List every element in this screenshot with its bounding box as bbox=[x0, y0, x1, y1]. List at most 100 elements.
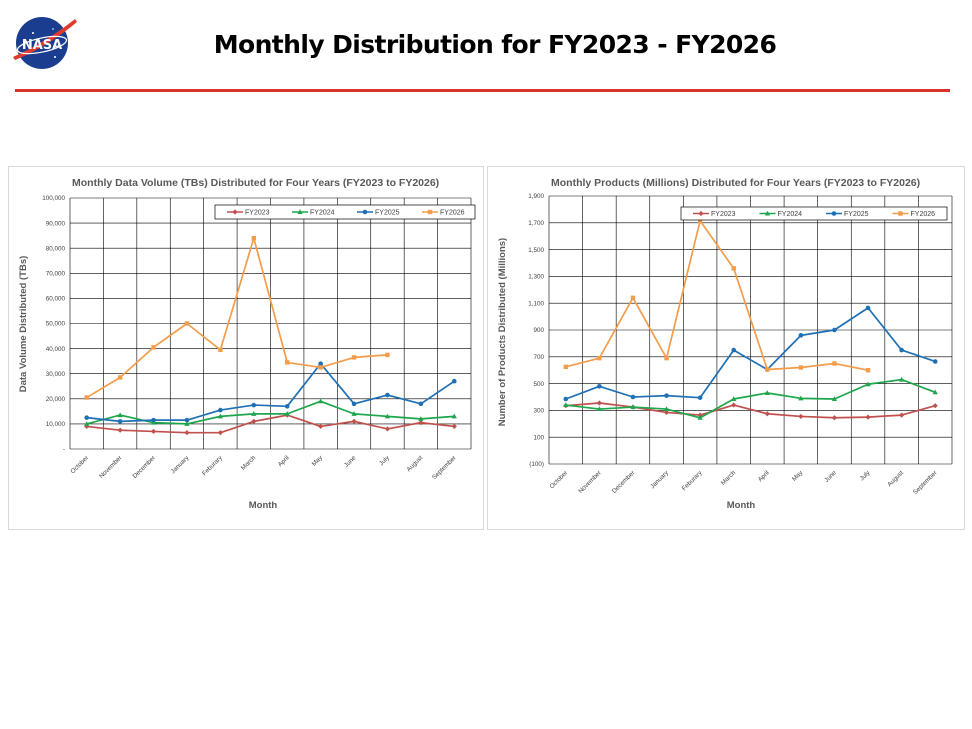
x-tick-label: November bbox=[98, 454, 123, 479]
y-tick-label: 100 bbox=[533, 434, 544, 441]
data-point bbox=[697, 414, 703, 420]
x-axis-label: Month bbox=[249, 500, 278, 511]
data-point bbox=[184, 417, 190, 423]
data-volume-line-chart: Monthly Data Volume (TBs) Distributed fo… bbox=[18, 177, 476, 511]
data-point bbox=[798, 395, 804, 401]
y-tick-label: 80,000 bbox=[46, 245, 66, 252]
legend-marker bbox=[427, 209, 433, 215]
data-point bbox=[384, 426, 391, 432]
data-point bbox=[384, 413, 391, 419]
data-point bbox=[731, 396, 737, 402]
y-tick-label: 700 bbox=[533, 354, 544, 361]
y-tick-label: 1,100 bbox=[528, 300, 544, 307]
series-fy2025 bbox=[563, 305, 938, 402]
data-point bbox=[117, 412, 123, 418]
data-point bbox=[151, 417, 156, 423]
products-line-chart: Monthly Products (Millions) Distributed … bbox=[497, 177, 953, 511]
data-point bbox=[764, 390, 770, 395]
data-point bbox=[697, 395, 703, 400]
data-point bbox=[731, 347, 737, 353]
data-point bbox=[351, 411, 357, 416]
data-point bbox=[318, 423, 324, 430]
legend-label: FY2024 bbox=[778, 211, 803, 218]
data-point bbox=[731, 402, 737, 408]
legend-label: FY2023 bbox=[245, 210, 270, 217]
data-point bbox=[84, 423, 90, 430]
data-point bbox=[563, 402, 569, 408]
data-point bbox=[832, 361, 837, 366]
x-tick-label: July bbox=[859, 469, 872, 482]
data-point bbox=[451, 378, 457, 384]
data-point bbox=[151, 345, 156, 350]
x-tick-label: September bbox=[431, 454, 458, 481]
series-line bbox=[565, 402, 936, 419]
series-fy2024 bbox=[563, 376, 938, 420]
grid bbox=[548, 195, 953, 465]
series-line bbox=[565, 378, 936, 419]
data-point bbox=[284, 404, 290, 409]
data-point bbox=[184, 421, 190, 426]
legend-marker bbox=[831, 211, 837, 216]
chart-title: Monthly Products (Millions) Distributed … bbox=[551, 177, 920, 189]
y-tick-label: 40,000 bbox=[46, 346, 66, 353]
y-tick-label: 90,000 bbox=[46, 220, 66, 227]
x-tick-label: January bbox=[170, 454, 191, 475]
data-point bbox=[865, 414, 871, 420]
data-point bbox=[899, 376, 905, 382]
data-point bbox=[251, 235, 256, 241]
data-point bbox=[284, 411, 290, 416]
y-tick-label: 1,700 bbox=[528, 220, 544, 227]
chart-title: Monthly Data Volume (TBs) Distributed fo… bbox=[72, 177, 439, 189]
y-tick-label: 70,000 bbox=[46, 271, 66, 278]
series-line bbox=[565, 219, 869, 372]
data-point bbox=[798, 413, 804, 420]
data-point bbox=[563, 396, 569, 402]
y-axis-label: Number of Products Distributed (Millions… bbox=[497, 238, 508, 426]
legend-label: FY2024 bbox=[310, 210, 335, 217]
y-tick-label: 20,000 bbox=[46, 396, 66, 403]
data-point bbox=[217, 413, 223, 419]
legend-label: FY2026 bbox=[911, 211, 936, 218]
data-point bbox=[385, 352, 390, 358]
data-point bbox=[217, 430, 223, 436]
data-point bbox=[218, 347, 223, 353]
data-point bbox=[630, 394, 636, 400]
data-point bbox=[385, 392, 390, 398]
series-line bbox=[86, 400, 455, 425]
legend-marker bbox=[232, 209, 238, 215]
data-point bbox=[251, 418, 257, 424]
x-tick-label: October bbox=[69, 454, 90, 475]
series-fy2024 bbox=[84, 398, 457, 426]
data-point bbox=[865, 368, 871, 373]
x-tick-label: April bbox=[277, 454, 291, 468]
x-tick-label: January bbox=[649, 469, 670, 490]
data-point bbox=[865, 381, 871, 387]
data-point bbox=[117, 375, 123, 380]
y-tick-label: 60,000 bbox=[46, 296, 66, 303]
legend-marker bbox=[764, 210, 771, 216]
data-point bbox=[318, 365, 323, 370]
data-volume-chart-panel: Monthly Data Volume (TBs) Distributed fo… bbox=[8, 166, 484, 530]
x-tick-label: April bbox=[757, 469, 771, 483]
data-point bbox=[597, 383, 602, 389]
data-point bbox=[664, 393, 669, 398]
nasa-logo: NASA bbox=[9, 13, 79, 71]
series-line bbox=[86, 237, 388, 399]
legend-label: FY2023 bbox=[711, 211, 736, 218]
data-point bbox=[630, 404, 636, 410]
data-point bbox=[418, 401, 424, 407]
data-point bbox=[251, 411, 257, 416]
y-tick-label: 50,000 bbox=[46, 321, 66, 328]
grid bbox=[69, 197, 472, 450]
data-point bbox=[318, 398, 324, 404]
data-point bbox=[899, 347, 904, 353]
y-tick-label: 1,900 bbox=[528, 193, 544, 200]
x-tick-label: March bbox=[720, 469, 738, 487]
x-tick-label: March bbox=[240, 454, 258, 472]
legend-box bbox=[214, 204, 476, 220]
data-point bbox=[765, 367, 770, 372]
data-point bbox=[697, 218, 703, 223]
data-point bbox=[150, 428, 157, 435]
series-fy2026 bbox=[563, 218, 871, 373]
series-line bbox=[86, 414, 455, 434]
